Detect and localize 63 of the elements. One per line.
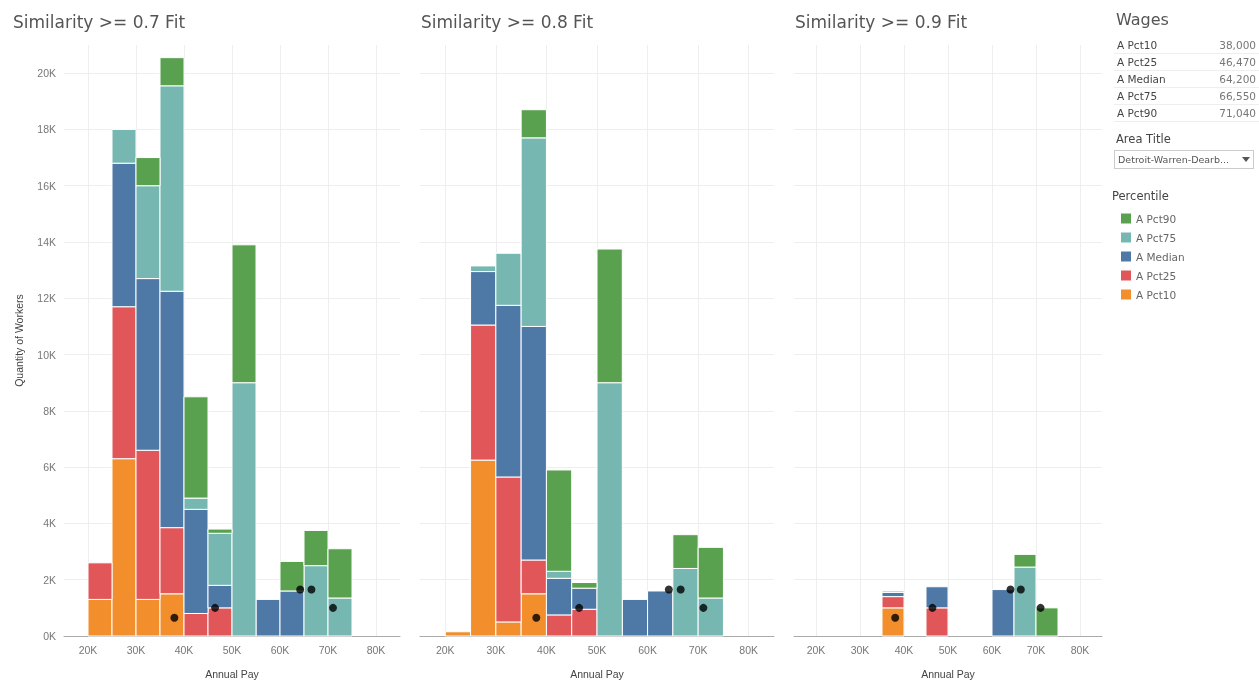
x-tick-label: 70K [318,643,338,656]
x-tick-label: 30K [850,643,870,656]
x-tick-label: 40K [537,643,556,656]
x-tick-label: 70K [688,643,708,656]
y-tick-label: 18K [37,123,56,136]
y-tick-label: 10K [37,348,56,361]
text: 46,470 [1195,53,1259,71]
legend-label: A Pct90 [1136,212,1177,225]
x-tick-label: 20K [806,643,826,656]
point [329,603,337,612]
x-tick-label: 40K [174,643,194,656]
y-tick-label: 0K [43,630,56,642]
text: A Pct10 [1114,37,1196,54]
text: Wages [1116,10,1170,29]
x-tick-label: 70K [1026,643,1046,656]
x-tick-label: 60K [982,643,1002,656]
text: A Pct90 [1114,104,1196,122]
chart-title: Similarity >= 0.7 Fit [13,11,186,32]
x-tick-label: 80K [739,643,759,656]
y-tick-label: 16K [37,179,56,192]
x-tick-label: 60K [270,643,290,656]
text: 64,200 [1195,70,1259,88]
x-axis-title: Annual Pay [570,667,625,680]
x-tick-label: 80K [1070,643,1090,656]
legend-label: A Pct10 [1136,288,1177,301]
y-axis-title: Quantity of Workers [12,294,25,387]
y-tick-label: 2K [43,573,56,586]
x-tick-label: 20K [435,643,455,656]
point [211,603,220,612]
text: 38,000 [1195,37,1259,54]
text: Area Title [1116,132,1172,146]
text: 66,550 [1195,87,1259,105]
x-tick-label: 30K [486,643,506,656]
x-tick-label: 30K [126,643,146,656]
text: A Pct25 [1114,53,1196,71]
point [170,613,179,622]
chart-title: Similarity >= 0.9 Fit [795,11,968,32]
y-tick-label: 12K [37,292,56,305]
y-tick-label: 20K [37,67,56,80]
x-tick-label: 80K [366,643,386,656]
legend-label: A Pct75 [1136,231,1177,244]
x-axis-title: Annual Pay [921,667,976,680]
dropdown-field: Detroit-Warren-Dearb... [1114,150,1254,169]
x-tick-label: 20K [78,643,98,656]
x-axis-title: Annual Pay [205,667,260,680]
point [307,585,316,594]
x-tick-label: 40K [894,643,914,656]
x-tick-label: 50K [938,643,958,656]
legend-label: A Pct25 [1136,269,1177,282]
y-tick-label: 6K [43,461,56,474]
x-tick-label: 50K [587,643,607,656]
x-tick-label: 60K [638,643,657,656]
y-tick-label: 4K [43,517,56,530]
legend-title: Percentile [1112,189,1169,203]
text: A Pct75 [1114,87,1196,105]
text: 71,040 [1195,104,1259,122]
legend-label: A Median [1136,250,1185,263]
y-tick-label: 14K [37,236,56,248]
text: A Median [1114,70,1196,88]
chart-title: Similarity >= 0.8 Fit [421,11,594,32]
y-tick-label: 8K [43,404,56,417]
point [296,585,305,594]
x-tick-label: 50K [222,643,242,656]
